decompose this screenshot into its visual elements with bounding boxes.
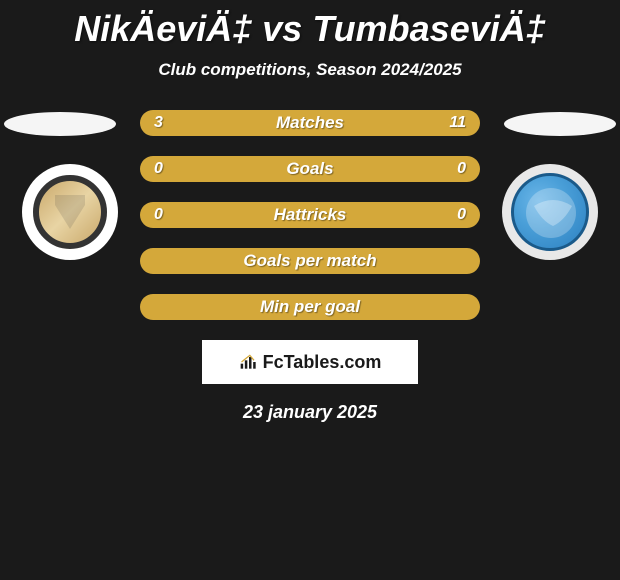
stat-label: Goals [286, 159, 333, 179]
branding-text: FcTables.com [263, 352, 382, 373]
left-oval-decoration [4, 112, 116, 136]
stats-column: 3 Matches 11 0 Goals 0 0 Hattricks 0 Goa… [140, 110, 480, 320]
content-area: 3 Matches 11 0 Goals 0 0 Hattricks 0 Goa… [0, 110, 620, 423]
branding-box: FcTables.com [202, 340, 418, 384]
stat-label: Hattricks [274, 205, 347, 225]
right-club-badge [502, 164, 598, 260]
stat-value-left: 0 [154, 206, 184, 224]
left-club-badge-inner [33, 175, 107, 249]
stat-label: Matches [276, 113, 344, 133]
page-subtitle: Club competitions, Season 2024/2025 [0, 60, 620, 80]
stat-row-matches: 3 Matches 11 [140, 110, 480, 136]
stat-value-left: 3 [154, 114, 184, 132]
left-club-badge [22, 164, 118, 260]
right-club-badge-inner [511, 173, 589, 251]
stat-value-right: 11 [436, 114, 466, 132]
stat-row-min-per-goal: Min per goal [140, 294, 480, 320]
date-text: 23 january 2025 [0, 402, 620, 423]
stat-row-goals: 0 Goals 0 [140, 156, 480, 182]
club-crest-left-icon [45, 187, 95, 237]
chart-icon [239, 353, 259, 371]
stat-label: Min per goal [260, 297, 360, 317]
stat-row-goals-per-match: Goals per match [140, 248, 480, 274]
stat-value-left: 0 [154, 160, 184, 178]
page-title: NikÄeviÄ‡ vs TumbaseviÄ‡ [0, 0, 620, 50]
stat-value-right: 0 [436, 160, 466, 178]
stat-row-hattricks: 0 Hattricks 0 [140, 202, 480, 228]
right-oval-decoration [504, 112, 616, 136]
stat-label: Goals per match [243, 251, 376, 271]
stat-value-right: 0 [436, 206, 466, 224]
club-crest-right-icon [514, 176, 592, 254]
